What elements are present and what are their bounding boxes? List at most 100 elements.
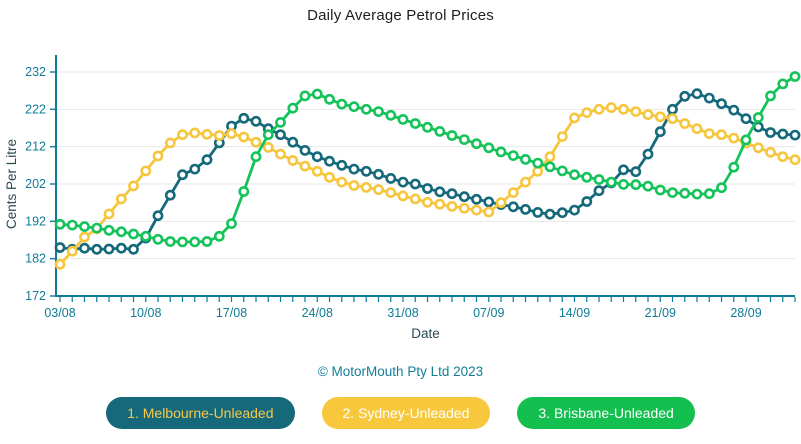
data-point-Sydney-Unleaded — [373, 184, 384, 195]
data-point-Brisbane-Unleaded — [226, 218, 237, 229]
data-point-Brisbane-Unleaded — [495, 146, 507, 158]
data-point-Melbourne-Unleaded — [507, 201, 519, 213]
data-point-Melbourne-Unleaded — [79, 242, 90, 254]
footer-copyright: © MotorMouth Pty Ltd 2023 — [317, 364, 484, 379]
data-point-Sydney-Unleaded — [777, 151, 789, 163]
data-point-Brisbane-Unleaded — [544, 161, 556, 173]
data-point-Sydney-Unleaded — [397, 190, 409, 202]
data-point-Sydney-Unleaded — [789, 154, 801, 166]
data-point-Sydney-Unleaded — [409, 193, 421, 205]
data-point-Melbourne-Unleaded — [348, 163, 360, 175]
data-point-Melbourne-Unleaded — [556, 207, 568, 219]
data-point-Melbourne-Unleaded — [765, 127, 776, 138]
data-point-Melbourne-Unleaded — [164, 189, 176, 201]
data-point-Sydney-Unleaded — [201, 128, 213, 140]
data-point-Melbourne-Unleaded — [311, 151, 323, 163]
data-point-Melbourne-Unleaded — [103, 243, 115, 255]
data-point-Sydney-Unleaded — [385, 187, 397, 198]
data-point-Brisbane-Unleaded — [752, 112, 764, 123]
data-point-Brisbane-Unleaded — [765, 90, 776, 102]
data-point-Melbourne-Unleaded — [630, 166, 642, 178]
data-point-Melbourne-Unleaded — [532, 206, 544, 218]
data-point-Brisbane-Unleaded — [385, 109, 397, 121]
data-point-Melbourne-Unleaded — [54, 242, 66, 253]
data-point-Melbourne-Unleaded — [189, 163, 201, 175]
data-point-Sydney-Unleaded — [654, 111, 666, 123]
legend-pill-melbourne[interactable]: 1. Melbourne-Unleaded — [106, 397, 295, 429]
data-point-Brisbane-Unleaded — [152, 233, 164, 245]
data-point-Melbourne-Unleaded — [618, 164, 629, 176]
data-point-Sydney-Unleaded — [128, 180, 139, 192]
x-tick-label-07-09: 07/09 — [473, 306, 504, 320]
data-point-Melbourne-Unleaded — [789, 129, 801, 141]
data-point-Melbourne-Unleaded — [654, 126, 666, 138]
data-point-Melbourne-Unleaded — [250, 115, 262, 127]
data-point-Brisbane-Unleaded — [605, 176, 617, 188]
data-point-Melbourne-Unleaded — [397, 176, 409, 188]
data-point-Brisbane-Unleaded — [299, 90, 311, 102]
data-point-Sydney-Unleaded — [581, 107, 593, 119]
data-point-Sydney-Unleaded — [422, 196, 433, 208]
data-point-Sydney-Unleaded — [360, 181, 372, 193]
data-point-Sydney-Unleaded — [287, 155, 299, 166]
data-point-Sydney-Unleaded — [458, 202, 470, 214]
data-point-Melbourne-Unleaded — [177, 169, 188, 181]
y-tick-label-222: 222 — [25, 102, 46, 116]
data-point-Sydney-Unleaded — [66, 245, 78, 257]
data-point-Brisbane-Unleaded — [777, 78, 789, 90]
data-point-Brisbane-Unleaded — [238, 186, 250, 197]
data-point-Sydney-Unleaded — [471, 204, 482, 216]
data-point-Sydney-Unleaded — [507, 187, 519, 198]
data-point-Brisbane-Unleaded — [569, 169, 580, 181]
chart-title: Daily Average Petrol Prices — [307, 7, 494, 24]
data-point-Sydney-Unleaded — [495, 197, 507, 209]
data-point-Melbourne-Unleaded — [716, 98, 727, 110]
x-tick-label-21-09: 21/09 — [645, 306, 676, 320]
data-point-Sydney-Unleaded — [642, 109, 654, 120]
data-point-Brisbane-Unleaded — [91, 222, 103, 234]
data-point-Sydney-Unleaded — [262, 141, 274, 153]
data-point-Brisbane-Unleaded — [679, 187, 691, 199]
data-point-Brisbane-Unleaded — [593, 174, 605, 185]
data-point-Melbourne-Unleaded — [569, 204, 580, 216]
legend-pill-sydney[interactable]: 2. Sydney-Unleaded — [321, 397, 491, 429]
data-point-Sydney-Unleaded — [569, 112, 580, 124]
data-point-Brisbane-Unleaded — [79, 221, 90, 232]
data-point-Sydney-Unleaded — [703, 128, 715, 139]
data-point-Sydney-Unleaded — [716, 129, 727, 141]
data-point-Brisbane-Unleaded — [164, 236, 176, 247]
legend-pill-brisbane[interactable]: 3. Brisbane-Unleaded — [517, 397, 695, 429]
data-point-Melbourne-Unleaded — [336, 159, 348, 171]
data-point-Brisbane-Unleaded — [103, 224, 115, 236]
x-tick-label-14-09: 14/09 — [559, 306, 590, 320]
data-point-Brisbane-Unleaded — [520, 153, 531, 165]
data-point-Brisbane-Unleaded — [434, 125, 446, 137]
data-point-Melbourne-Unleaded — [422, 183, 433, 194]
data-point-Brisbane-Unleaded — [691, 188, 703, 200]
data-point-Sydney-Unleaded — [556, 131, 568, 142]
data-point-Brisbane-Unleaded — [397, 114, 409, 125]
data-point-Brisbane-Unleaded — [324, 93, 335, 105]
data-point-Sydney-Unleaded — [177, 129, 188, 141]
data-point-Melbourne-Unleaded — [409, 178, 421, 190]
x-tick-label-10-08: 10/08 — [130, 306, 161, 320]
data-point-Melbourne-Unleaded — [275, 129, 286, 141]
y-axis-title: Cents Per Litre — [4, 139, 19, 229]
data-point-Brisbane-Unleaded — [471, 138, 482, 150]
data-point-Sydney-Unleaded — [348, 180, 360, 191]
data-point-Sydney-Unleaded — [520, 176, 531, 188]
data-point-Melbourne-Unleaded — [434, 186, 446, 198]
data-point-Melbourne-Unleaded — [642, 148, 654, 160]
data-point-Melbourne-Unleaded — [471, 193, 482, 205]
data-point-Melbourne-Unleaded — [201, 154, 213, 166]
y-tick-label-182: 182 — [25, 252, 46, 266]
data-point-Brisbane-Unleaded — [115, 226, 127, 238]
data-point-Melbourne-Unleaded — [287, 136, 299, 148]
data-point-Sydney-Unleaded — [250, 136, 262, 148]
data-point-Melbourne-Unleaded — [115, 242, 127, 254]
data-point-Sydney-Unleaded — [544, 151, 556, 163]
data-point-Brisbane-Unleaded — [556, 165, 568, 177]
data-point-Brisbane-Unleaded — [409, 118, 421, 129]
y-tick-label-202: 202 — [25, 177, 46, 191]
data-point-Melbourne-Unleaded — [679, 90, 691, 102]
